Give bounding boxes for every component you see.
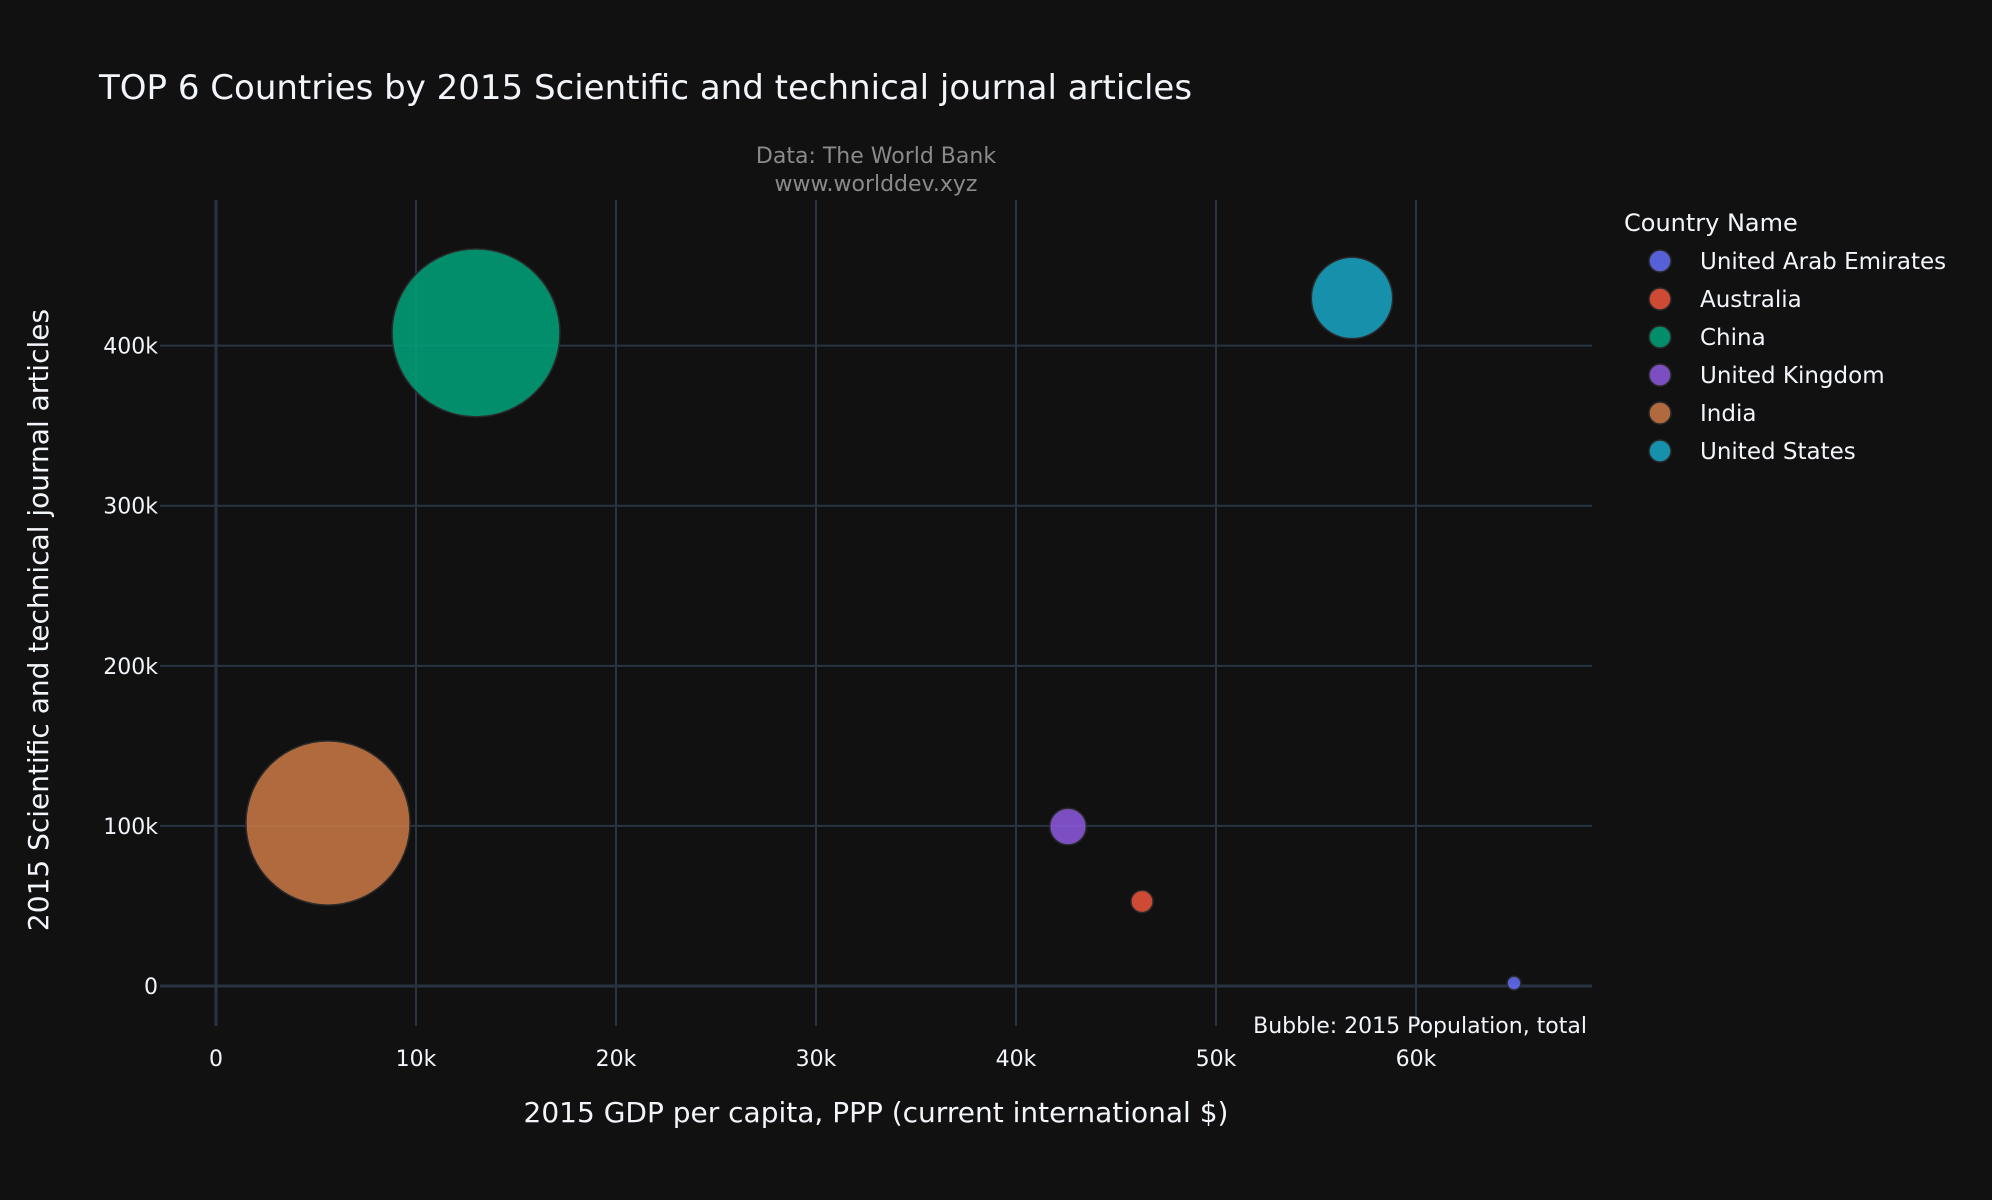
bubble	[1048, 807, 1088, 846]
legend-item[interactable]: United Arab Emirates	[1648, 249, 1946, 275]
legend-marker	[1648, 439, 1672, 463]
legend-marker	[1648, 401, 1672, 425]
y-tick-label: 400k	[103, 335, 158, 360]
legend-item[interactable]: United Kingdom	[1648, 363, 1885, 389]
bubble	[1310, 256, 1394, 340]
x-tick-label: 30k	[796, 1047, 837, 1072]
x-axis-label: 2015 GDP per capita, PPP (current intern…	[524, 1096, 1229, 1129]
legend-marker	[1648, 325, 1672, 349]
bubble	[245, 740, 411, 906]
y-tick-label: 100k	[103, 815, 158, 840]
legend-label: China	[1700, 325, 1766, 351]
bubble	[391, 248, 561, 418]
legend-label: Australia	[1700, 287, 1802, 313]
bubble-size-note: Bubble: 2015 Population, total	[1253, 1014, 1587, 1039]
bubble	[1130, 889, 1154, 914]
x-tick-label: 50k	[1196, 1047, 1237, 1072]
legend-item[interactable]: China	[1648, 325, 1766, 351]
legend: Country Name United Arab Emirates Austral…	[1624, 209, 1946, 465]
x-tick-label: 0	[209, 1047, 223, 1072]
legend-marker	[1648, 363, 1672, 387]
legend-label: United Kingdom	[1700, 363, 1885, 389]
x-tick-label: 20k	[596, 1047, 637, 1072]
bubble	[1506, 975, 1522, 991]
y-axis-label: 2015 Scientific and technical journal ar…	[22, 309, 55, 931]
x-tick-label: 10k	[396, 1047, 437, 1072]
x-tick-label: 40k	[996, 1047, 1037, 1072]
legend-label: India	[1700, 401, 1756, 427]
legend-item[interactable]: Australia	[1648, 287, 1802, 313]
source-line-1: Data: The World Bank	[756, 144, 996, 169]
y-tick-labels: 0 100k 200k 300k 400k	[103, 335, 158, 1000]
x-tick-label: 60k	[1396, 1047, 1437, 1072]
legend-marker	[1648, 287, 1672, 311]
bubbles	[245, 248, 1522, 991]
x-tick-labels: 0 10k 20k 30k 40k 50k 60k	[209, 1047, 1437, 1072]
legend-marker	[1648, 249, 1672, 273]
legend-item[interactable]: United States	[1648, 439, 1856, 465]
legend-title: Country Name	[1624, 209, 1798, 237]
legend-item[interactable]: India	[1648, 401, 1756, 427]
legend-label: United Arab Emirates	[1700, 249, 1946, 275]
y-tick-label: 300k	[103, 495, 158, 520]
source-line-2: www.worlddev.xyz	[775, 172, 978, 197]
legend-label: United States	[1700, 439, 1856, 465]
chart-title: TOP 6 Countries by 2015 Scientific and t…	[98, 68, 1192, 108]
y-tick-label: 200k	[103, 655, 158, 680]
zero-lines	[160, 200, 1592, 1026]
y-tick-label: 0	[144, 975, 158, 1000]
